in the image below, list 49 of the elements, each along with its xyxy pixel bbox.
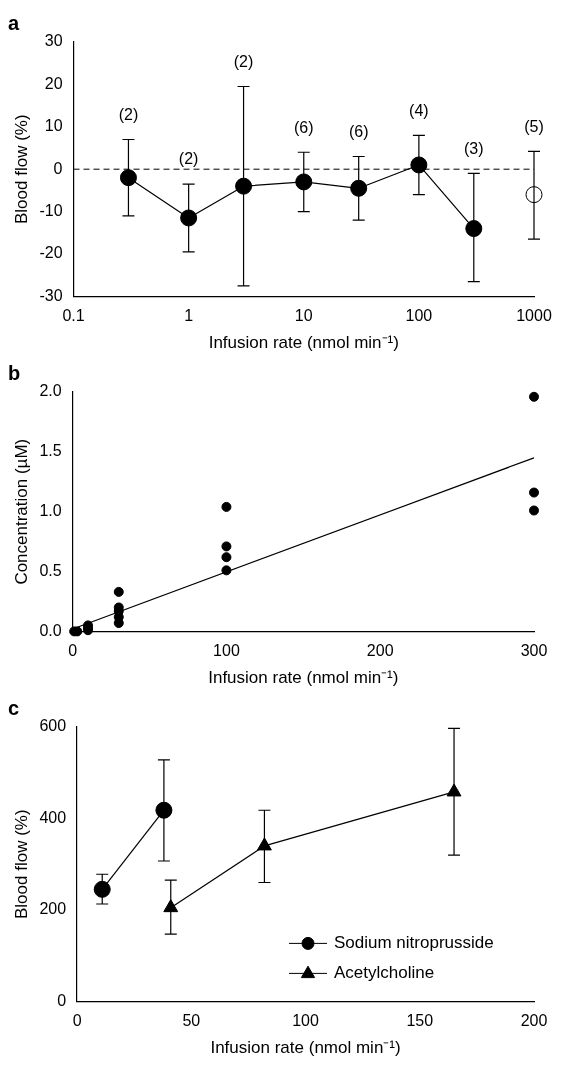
y-axis-title: Blood flow (%) [11, 809, 31, 919]
x-tick-label: 0 [72, 1012, 82, 1030]
annotation: (4) [409, 101, 429, 119]
annotation: (6) [293, 118, 314, 136]
x-axis-title: Infusion rate (nmol min⁻¹) [208, 333, 399, 353]
legend-label: Sodium nitroprusside [334, 933, 494, 953]
x-axis-title: Infusion rate (nmol min⁻¹) [208, 668, 399, 688]
y-tick-label: 0 [53, 159, 63, 177]
y-tick-label: 20 [44, 74, 63, 92]
y-tick-label: 1.0 [39, 502, 62, 520]
x-tick-label: 100 [405, 307, 433, 325]
y-axis-title: Concentration (µM) [11, 438, 31, 585]
x-tick-label: 200 [520, 1012, 548, 1030]
chart-title: c [8, 696, 20, 719]
x-tick-label: 50 [182, 1012, 201, 1030]
x-tick-label: 10 [294, 307, 313, 325]
y-tick-label: 10 [44, 117, 63, 135]
y-tick-label: 0 [57, 991, 67, 1009]
x-tick-label: 1000 [516, 307, 552, 325]
annotation: (2) [233, 52, 254, 70]
y-tick-label: 0.0 [39, 621, 62, 639]
x-tick-label: 100 [213, 642, 240, 660]
y-tick-label: -20 [39, 244, 63, 262]
x-axis-title: Infusion rate (nmol min⁻¹) [210, 1038, 401, 1058]
y-tick-label: 400 [39, 808, 67, 826]
legend-label: Acetylcholine [334, 963, 435, 983]
y-tick-label: 600 [39, 717, 67, 735]
chart-title: b [8, 361, 21, 384]
x-tick-label: 0 [68, 642, 78, 660]
annotation: (6) [348, 122, 369, 140]
x-tick-label: 150 [406, 1012, 434, 1030]
x-tick-label: 1 [184, 307, 194, 325]
y-tick-label: 2.0 [39, 382, 62, 400]
y-tick-label: -30 [39, 286, 63, 304]
y-tick-label: -10 [39, 202, 63, 220]
x-tick-label: 200 [366, 642, 394, 660]
y-tick-label: 1.5 [39, 442, 62, 460]
x-tick-label: 0.1 [62, 307, 85, 325]
y-tick-label: 30 [44, 32, 63, 50]
y-tick-label: 0.5 [39, 561, 62, 579]
y-axis-title: Blood flow (%) [11, 114, 31, 224]
y-tick-label: 200 [39, 900, 67, 918]
x-tick-label: 100 [292, 1012, 319, 1030]
annotation: (2) [118, 105, 139, 123]
x-tick-label: 300 [520, 642, 548, 660]
annotation: (5) [524, 117, 544, 135]
annotation: (2) [178, 150, 199, 168]
chart-title: a [8, 11, 20, 34]
annotation: (3) [464, 139, 484, 157]
